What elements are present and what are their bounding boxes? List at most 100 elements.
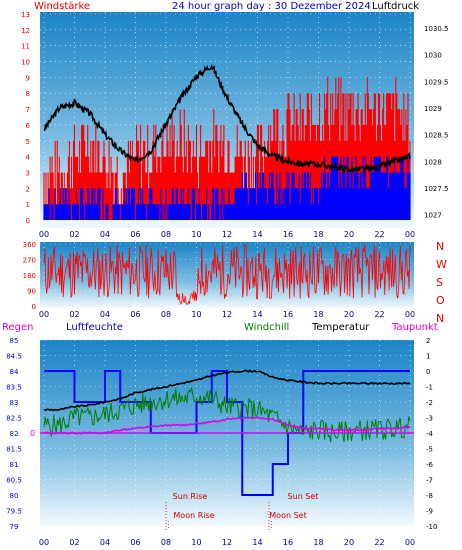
compass-label: O [436,294,445,307]
compass-label: N [436,240,444,253]
x-tick-label: 06 [130,538,140,547]
humidity-tick-label: 83.5 [6,384,22,392]
x-tick-label: 04 [100,230,110,239]
wind-tick-label: 10 [21,59,30,67]
wind-direction-line [43,243,411,306]
direction-tick-label: 90 [27,288,36,296]
humidity-tick-label: 82.5 [6,415,22,423]
x-tick-label: 00 [39,310,49,319]
x-tick-label: 18 [313,538,323,547]
wind-tick-label: 0 [26,217,30,225]
x-tick-label: 00 [405,230,415,239]
x-tick-label: 14 [252,230,262,239]
x-tick-label: 08 [161,538,171,547]
pressure-axis-ticks: 1027 1027.5 1028 1028.5 1029 1029.5 1030 1030.5 [424,25,449,220]
direction-tick-label: 360 [23,241,36,249]
legend-item: Luftfeuchte [66,322,123,333]
wind-tick-label: 7 [26,106,30,114]
wind-tick-label: 3 [26,169,30,177]
humidity-tick-label: 80.5 [6,477,22,485]
x-tick-label: 08 [161,230,171,239]
wind-tick-label: 13 [21,11,30,19]
temperature-line [43,369,411,412]
temperature-tick-label: -4 [426,430,434,438]
temperature-tick-label: -7 [426,477,433,485]
x-tick-label: 14 [252,538,262,547]
legend-item: Regen [2,322,34,333]
x-tick-label: 22 [374,310,384,319]
pressure-tick-label: 1027.5 [424,185,449,193]
legend-item: Windchill [244,322,289,333]
pressure-tick-label: 1030 [424,52,442,60]
temperature-tick-label: 1 [426,353,430,361]
compass-label: W [436,258,447,271]
temperature-tick-label: -8 [426,492,433,500]
x-tick-label: 02 [69,538,79,547]
x-tick-label: 02 [69,230,79,239]
x-tick-label: 16 [283,310,293,319]
humidity-tick-label: 81.5 [6,446,22,454]
compass-label: N [436,312,444,325]
wind-tick-label: 12 [21,27,30,35]
direction-tick-label: 0 [32,303,36,311]
wind-tick-label: 4 [26,154,31,162]
temperature-series [40,369,414,496]
pressure-tick-label: 1027 [424,212,442,220]
x-tick-label: 10 [191,310,201,319]
humidity-tick-label: 82 [10,430,19,438]
x-tick-label: 12 [222,310,232,319]
humidity-tick-label: 80 [10,492,19,500]
legend: Regen Luftfeuchte Windchill Temperatur Taupu… [2,322,438,333]
x-tick-label: 10 [191,230,201,239]
x-tick-label: 22 [374,230,384,239]
x-tick-label: 02 [69,310,79,319]
x-tick-label: 20 [344,230,354,239]
x-tick-label: 16 [283,538,293,547]
x-tick-label: 18 [313,310,323,319]
annotation-label: Moon Set [269,511,306,520]
pressure-tick-label: 1028.5 [424,132,449,140]
humidity-tick-label: 84 [10,368,19,376]
pressure-tick-label: 1029.5 [424,78,449,86]
temperature-tick-label: 2 [426,337,430,345]
x-tick-label: 04 [100,538,110,547]
x-tick-label: 14 [252,310,262,319]
temperature-tick-label: -5 [426,446,433,454]
temperature-tick-label: -9 [426,508,433,516]
humidity-axis-ticks: 79 79.5 80 80.5 81 81.5 82 82.5 83 83.5 84 84.5 85 [6,337,22,531]
humidity-line [44,370,410,496]
legend-item: Taupunkt [391,322,438,333]
temperature-tick-label: -2 [426,399,433,407]
wind-average-series [43,156,411,220]
x-tick-label: 00 [405,310,415,319]
wind-direction-ticks: 0 90 180 270 360 [23,241,36,311]
temperature-tick-label: 0 [426,368,430,376]
wind-pressure-x-ticks: 00 02 04 06 08 10 12 14 16 18 20 22 00 [39,230,415,239]
wind-tick-label: 6 [26,122,31,130]
x-tick-label: 06 [130,310,140,319]
x-tick-label: 20 [344,538,354,547]
humidity-tick-label: 83 [10,399,19,407]
x-tick-label: 08 [161,310,171,319]
legend-item: Temperatur [311,322,370,333]
x-tick-label: 20 [344,310,354,319]
temperature-tick-label: -6 [426,461,434,469]
astronomy-annotations: Sun Rise Moon Rise Sun Set Moon Set [165,492,318,530]
pressure-line [43,64,411,175]
wind-average-line [43,156,411,220]
temperature-tick-label: -10 [426,523,437,531]
x-tick-label: 06 [130,230,140,239]
x-tick-label: 00 [39,230,49,239]
pressure-tick-label: 1028 [424,158,442,166]
direction-tick-label: 270 [23,257,36,265]
wind-direction-x-ticks: 00 02 04 06 08 10 12 14 16 18 20 22 00 [39,310,415,319]
humidity-tick-label: 85 [10,337,19,345]
humidity-tick-label: 81 [10,461,19,469]
pressure-axis-label: Luftdruck [372,1,419,12]
pressure-series [43,64,411,175]
wind-tick-label: 2 [26,185,30,193]
annotation-label: Moon Rise [173,511,214,520]
